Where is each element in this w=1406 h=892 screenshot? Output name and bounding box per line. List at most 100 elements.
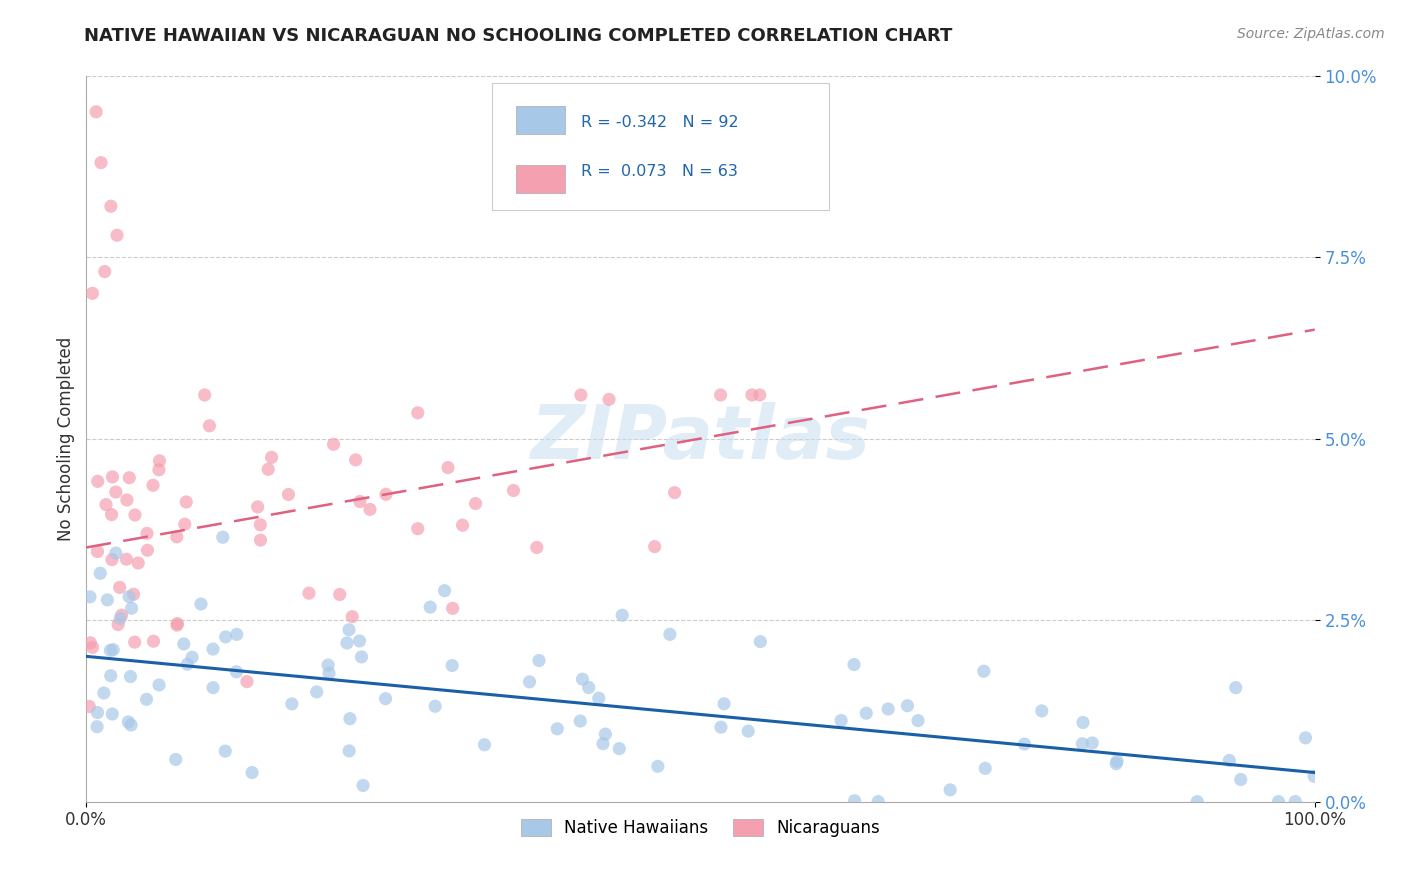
Point	[855, 706, 877, 721]
Point	[117, 714, 139, 729]
Point	[519, 674, 541, 689]
Point	[375, 487, 398, 501]
Point	[225, 665, 247, 679]
Point	[165, 752, 187, 766]
Point	[118, 471, 141, 485]
Point	[100, 508, 122, 522]
Point	[578, 681, 600, 695]
Point	[1081, 736, 1104, 750]
Point	[1218, 753, 1240, 767]
Text: ZIPatlas: ZIPatlas	[530, 402, 870, 475]
Point	[896, 698, 918, 713]
Point	[710, 720, 733, 734]
Point	[713, 697, 735, 711]
Point	[127, 556, 149, 570]
Text: R =  0.073   N = 63: R = 0.073 N = 63	[581, 164, 738, 179]
Point	[474, 738, 496, 752]
Point	[246, 500, 269, 514]
Point	[100, 669, 122, 683]
Point	[419, 600, 441, 615]
Point	[974, 761, 997, 775]
Point	[569, 388, 592, 402]
Point	[120, 669, 142, 683]
Point	[86, 544, 108, 558]
Point	[339, 712, 361, 726]
Point	[176, 657, 198, 672]
Point	[546, 722, 568, 736]
Point	[198, 418, 221, 433]
Y-axis label: No Schooling Completed: No Schooling Completed	[58, 336, 75, 541]
Point	[595, 727, 617, 741]
Point	[298, 586, 321, 600]
Point	[202, 681, 225, 695]
Point	[305, 685, 328, 699]
Point	[749, 634, 772, 648]
Point	[118, 590, 141, 604]
Point	[115, 552, 138, 566]
Point	[122, 587, 145, 601]
Point	[214, 744, 236, 758]
Point	[437, 460, 460, 475]
Point	[336, 636, 359, 650]
Point	[571, 672, 593, 686]
Point	[1105, 756, 1128, 771]
Point	[644, 540, 666, 554]
Point	[664, 485, 686, 500]
Point	[433, 583, 456, 598]
Point	[90, 155, 112, 169]
Point	[190, 597, 212, 611]
Point	[352, 779, 374, 793]
Point	[120, 718, 142, 732]
Point	[124, 508, 146, 522]
Point	[100, 643, 122, 657]
Point	[737, 724, 759, 739]
Point	[93, 264, 115, 278]
Point	[148, 678, 170, 692]
Point	[103, 642, 125, 657]
Point	[142, 634, 165, 648]
Point	[939, 783, 962, 797]
Point	[104, 546, 127, 560]
Point	[136, 543, 159, 558]
Point	[1284, 795, 1306, 809]
Point	[907, 714, 929, 728]
Point	[194, 388, 217, 402]
Point	[527, 653, 550, 667]
Point	[202, 642, 225, 657]
Point	[93, 686, 115, 700]
Point	[121, 601, 143, 615]
Point	[526, 541, 548, 555]
Bar	[516, 165, 565, 194]
Point	[588, 691, 610, 706]
Point	[1295, 731, 1317, 745]
Point	[316, 658, 339, 673]
Point	[79, 636, 101, 650]
Point	[877, 702, 900, 716]
Point	[107, 617, 129, 632]
Point	[973, 665, 995, 679]
Point	[337, 623, 360, 637]
Point	[240, 765, 263, 780]
Point	[86, 720, 108, 734]
Point	[464, 496, 486, 510]
Point	[105, 228, 128, 243]
FancyBboxPatch shape	[492, 83, 830, 210]
Point	[658, 627, 681, 641]
Point	[349, 494, 371, 508]
Point	[108, 611, 131, 625]
Point	[166, 530, 188, 544]
Point	[830, 714, 852, 728]
Point	[425, 699, 447, 714]
Point	[101, 706, 124, 721]
Point	[748, 388, 770, 402]
Point	[441, 601, 464, 615]
Point	[86, 706, 108, 720]
Text: NATIVE HAWAIIAN VS NICARAGUAN NO SCHOOLING COMPLETED CORRELATION CHART: NATIVE HAWAIIAN VS NICARAGUAN NO SCHOOLI…	[84, 27, 953, 45]
Point	[104, 485, 127, 500]
Point	[502, 483, 524, 498]
Point	[108, 581, 131, 595]
Point	[277, 487, 299, 501]
Point	[406, 522, 429, 536]
Point	[148, 454, 170, 468]
Point	[406, 406, 429, 420]
